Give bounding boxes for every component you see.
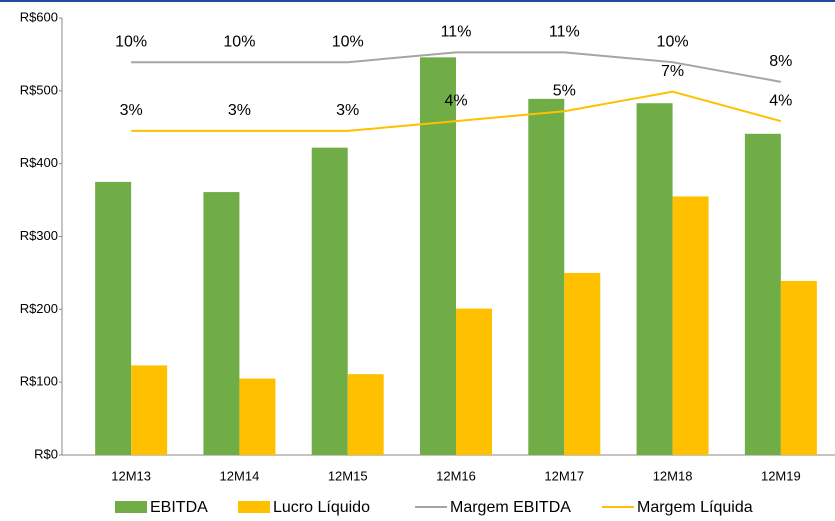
data-label: 10% xyxy=(223,33,255,50)
bar xyxy=(131,365,168,455)
data-label: 3% xyxy=(228,102,251,119)
line xyxy=(131,51,782,83)
y-tick-label: R$400 xyxy=(20,155,58,170)
data-label: 11% xyxy=(441,24,472,41)
data-label: 8% xyxy=(769,53,792,70)
bar xyxy=(95,181,132,455)
data-label: 4% xyxy=(769,92,792,109)
data-label: 7% xyxy=(661,63,684,80)
data-label: 4% xyxy=(444,92,467,109)
bar xyxy=(780,280,817,455)
legend-label: Margem EBITDA xyxy=(450,499,571,516)
data-label: 5% xyxy=(553,83,576,100)
x-tick-label: 12M17 xyxy=(544,468,584,483)
data-label: 3% xyxy=(336,102,359,119)
bar xyxy=(203,192,240,456)
data-label: 10% xyxy=(657,33,689,50)
x-tick-label: 12M15 xyxy=(328,468,368,483)
bar xyxy=(311,147,348,456)
data-label: 10% xyxy=(115,33,147,50)
bar xyxy=(672,196,709,456)
y-tick-label: R$200 xyxy=(20,301,58,316)
legend-swatch xyxy=(238,501,270,513)
y-tick-label: R$500 xyxy=(20,82,58,97)
x-tick-label: 12M16 xyxy=(436,468,476,483)
y-tick-label: R$600 xyxy=(20,9,58,24)
legend-swatch xyxy=(115,501,147,513)
bar xyxy=(239,378,276,455)
bar xyxy=(420,57,456,456)
bar xyxy=(636,103,673,455)
bar xyxy=(347,374,384,455)
bar xyxy=(528,98,565,455)
data-label: 11% xyxy=(549,24,580,41)
y-tick-label: R$300 xyxy=(20,228,58,243)
y-tick-label: R$0 xyxy=(34,446,58,461)
data-label: 3% xyxy=(120,102,143,119)
legend-label: EBITDA xyxy=(150,499,208,516)
y-tick-label: R$100 xyxy=(20,374,58,389)
bar xyxy=(744,133,781,455)
x-tick-label: 12M13 xyxy=(111,468,151,483)
data-label: 10% xyxy=(332,33,364,50)
legend-label: Lucro Líquido xyxy=(273,499,370,516)
x-tick-label: 12M19 xyxy=(761,468,801,483)
x-tick-label: 12M14 xyxy=(220,468,260,483)
x-tick-label: 12M18 xyxy=(653,468,693,483)
line xyxy=(131,90,782,132)
top-border xyxy=(0,0,835,2)
bar xyxy=(456,308,492,455)
legend-label: Margem Líquida xyxy=(637,499,753,516)
bar xyxy=(564,272,601,455)
